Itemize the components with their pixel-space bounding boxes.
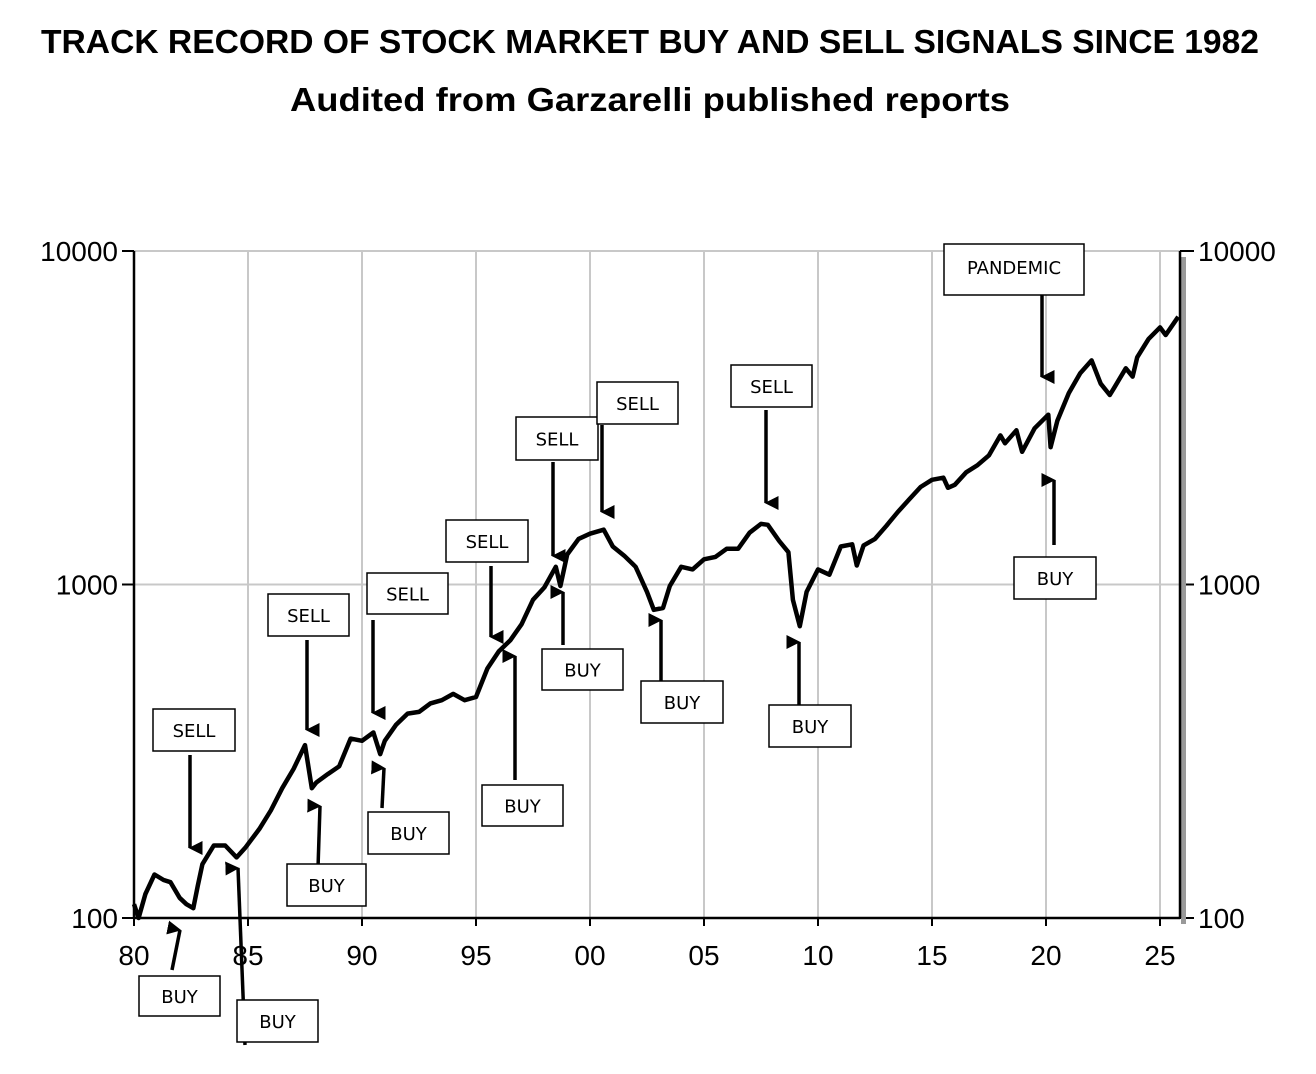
annotation-label: SELL	[466, 532, 509, 553]
annotation-buy: BUY	[768, 635, 852, 748]
annotation-label: BUY	[1037, 569, 1075, 590]
annotation-box	[730, 364, 813, 408]
annotation-box	[481, 784, 564, 827]
annotation-label: SELL	[616, 394, 659, 415]
y-tick-label-left: 1000	[56, 570, 118, 601]
annotation-label: BUY	[504, 797, 542, 818]
annotation-buy: BUY	[541, 585, 624, 691]
annotation-sell: SELL	[445, 519, 529, 644]
annotation-box	[640, 680, 724, 724]
x-tick-label: 95	[460, 940, 491, 971]
annotation-sell: SELL	[596, 381, 679, 519]
y-tick-label-right: 100	[1198, 903, 1245, 934]
annotation-box	[445, 519, 529, 563]
annotation-label: BUY	[664, 693, 702, 714]
annotation-box	[267, 593, 350, 637]
y-tick-label-left: 100	[71, 903, 118, 934]
x-tick-label: 20	[1030, 940, 1061, 971]
annotation-box	[236, 999, 319, 1043]
axes	[122, 250, 1194, 926]
tick-labels: 80 85 90 95 00 05 10 15 20 25 100 100 1000 1000 10000 1…	[40, 236, 1276, 971]
annotation-box	[515, 416, 599, 461]
annotation-label: SELL	[173, 721, 216, 742]
annotation-buy: BUY	[225, 861, 319, 1046]
annotation-sell: PANDEMIC	[943, 243, 1085, 384]
annotation-box	[152, 708, 236, 752]
annotation-label: BUY	[390, 824, 428, 845]
annotation-box	[286, 863, 367, 907]
annotation-arrow	[307, 798, 322, 869]
y-tick-label-left: 10000	[40, 236, 118, 267]
annotation-buy: BUY	[138, 920, 221, 1017]
annotation-buy: BUY	[286, 798, 367, 907]
annotation-arrow	[166, 920, 182, 971]
x-tick-label: 25	[1144, 940, 1175, 971]
annotation-box	[541, 648, 624, 691]
annotation-sell: SELL	[267, 593, 350, 737]
annotation-label: BUY	[564, 661, 602, 682]
annotations: SELL BUY BUY SELL BUY SELL BUY SELL BUY SELL BUY SE…	[138, 243, 1097, 1046]
annotation-label: SELL	[386, 585, 429, 606]
chart-title: TRACK RECORD OF STOCK MARKET BUY AND SEL…	[41, 23, 1259, 60]
x-tick-label: 10	[802, 940, 833, 971]
annotation-label: BUY	[308, 876, 346, 897]
annotation-box	[138, 975, 221, 1017]
annotation-box	[367, 811, 450, 855]
x-tick-label: 80	[118, 940, 149, 971]
x-tick-label: 00	[574, 940, 605, 971]
annotation-label: SELL	[750, 377, 793, 398]
annotation-box	[596, 381, 679, 425]
annotation-sell: SELL	[366, 572, 449, 720]
annotation-label: BUY	[161, 987, 199, 1008]
annotation-label: SELL	[287, 606, 330, 627]
annotation-box	[768, 704, 852, 748]
annotation-box	[943, 243, 1085, 296]
annotation-arrow	[371, 760, 386, 809]
annotation-sell: SELL	[515, 416, 599, 563]
y-tick-label-right: 10000	[1198, 236, 1276, 267]
annotation-sell: SELL	[730, 364, 813, 510]
annotation-box	[1013, 556, 1097, 600]
annotation-sell: SELL	[152, 708, 236, 855]
annotation-label: BUY	[259, 1012, 297, 1033]
x-tick-label: 85	[232, 940, 263, 971]
axis-shadow	[1181, 257, 1186, 924]
chart-subtitle: Audited from Garzarelli published report…	[290, 81, 1010, 118]
x-tick-label: 15	[916, 940, 947, 971]
annotation-box	[366, 572, 449, 615]
annotation-buy: BUY	[367, 760, 450, 855]
y-tick-label-right: 1000	[1198, 570, 1260, 601]
annotation-buy: BUY	[640, 613, 724, 724]
x-tick-label: 05	[688, 940, 719, 971]
annotation-buy: BUY	[1013, 473, 1097, 600]
series-line	[131, 315, 1181, 921]
annotation-label: BUY	[792, 717, 830, 738]
x-tick-label: 90	[346, 940, 377, 971]
annotation-buy: BUY	[481, 649, 564, 827]
annotation-label: SELL	[536, 430, 579, 451]
annotation-label: PANDEMIC	[967, 258, 1061, 279]
